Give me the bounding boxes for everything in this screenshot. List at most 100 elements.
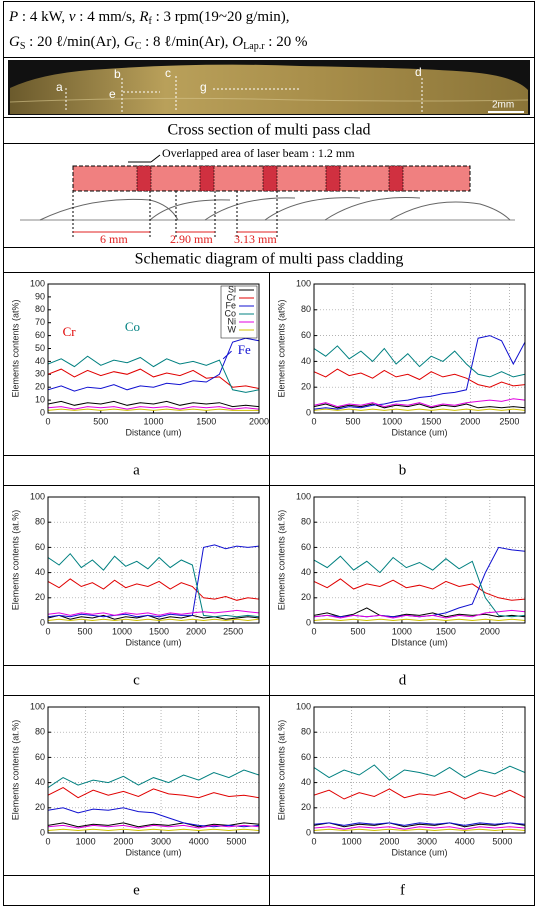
series-line xyxy=(314,403,525,409)
series-line xyxy=(48,614,259,620)
y-tick-label: 100 xyxy=(296,701,311,711)
y-tick-label: 60 xyxy=(301,330,311,340)
x-tick-label: 2000 xyxy=(186,626,206,636)
y-axis-label: Elements contents (at%) xyxy=(10,299,20,397)
x-tick-label: 2000 xyxy=(460,416,480,426)
y-tick-label: 50 xyxy=(35,343,45,353)
x-tick-label: 0 xyxy=(311,836,316,846)
series-line xyxy=(48,824,259,829)
x-tick-label: 500 xyxy=(350,626,365,636)
dim-label: 6 mm xyxy=(100,232,128,246)
y-tick-label: 80 xyxy=(35,304,45,314)
subscript: C xyxy=(135,41,142,52)
y-tick-label: 80 xyxy=(301,304,311,314)
series-line xyxy=(314,607,525,618)
series-line xyxy=(48,544,259,618)
x-tick-label: 1500 xyxy=(149,626,169,636)
series-line xyxy=(48,578,259,601)
y-tick-label: 100 xyxy=(296,491,311,501)
x-tick-label: 1500 xyxy=(436,626,456,636)
y-axis-label: Elements contents (at.%) xyxy=(10,510,20,611)
series-line xyxy=(314,335,525,410)
series-line xyxy=(314,609,525,619)
x-tick-label: 1000 xyxy=(392,626,412,636)
series-line xyxy=(48,400,259,408)
y-tick-label: 10 xyxy=(35,394,45,404)
series-line xyxy=(314,555,525,618)
text: : 20 ℓ/min(Ar), xyxy=(25,34,123,50)
y-tick-label: 0 xyxy=(306,407,311,417)
annotation: Cr xyxy=(63,324,77,339)
x-axis-label: Distance (um) xyxy=(125,847,181,857)
series-line xyxy=(314,408,525,411)
header-line-1: P : 4 kW, v : 4 mm/s, Rf : 3 rpm(19~20 g… xyxy=(8,9,290,27)
annotation-arrow xyxy=(222,350,232,360)
y-tick-label: 100 xyxy=(30,278,45,288)
x-tick-label: 1500 xyxy=(196,416,216,426)
panel-label: a xyxy=(133,462,140,478)
x-tick-label: 2000 xyxy=(113,836,133,846)
x-tick-label: 1500 xyxy=(421,416,441,426)
x-tick-label: 1000 xyxy=(382,416,402,426)
legend-label: Cr xyxy=(227,292,237,302)
y-tick-label: 60 xyxy=(301,752,311,762)
x-axis-label: Distance (um) xyxy=(125,427,181,437)
series-line xyxy=(48,406,259,410)
y-tick-label: 0 xyxy=(306,617,311,627)
panel-label: b xyxy=(399,462,407,478)
x-tick-label: 0 xyxy=(311,626,316,636)
series-line xyxy=(48,408,259,411)
y-tick-label: 20 xyxy=(35,802,45,812)
series-line xyxy=(314,826,525,830)
y-tick-label: 0 xyxy=(306,827,311,837)
symbol: R xyxy=(138,9,148,25)
text: : 4 kW, xyxy=(18,9,69,25)
subscript: Lap.r xyxy=(243,41,265,52)
y-tick-label: 40 xyxy=(35,777,45,787)
text: : 3 rpm(19~20 g/min), xyxy=(152,9,290,25)
y-tick-label: 0 xyxy=(40,617,45,627)
y-axis-label: Elements contents (at.%) xyxy=(276,510,286,611)
dim-label: 3.13 mm xyxy=(234,232,277,246)
x-tick-label: 1000 xyxy=(76,836,96,846)
plot-frame xyxy=(47,496,260,624)
plot-frame xyxy=(313,283,526,414)
series-line xyxy=(48,822,259,828)
y-axis-label: Elements contents (at.%) xyxy=(276,720,286,821)
legend-label: W xyxy=(228,324,237,334)
x-tick-label: 2500 xyxy=(499,416,519,426)
x-axis-label: Distance (um) xyxy=(125,637,181,647)
x-tick-label: 1000 xyxy=(342,836,362,846)
series-line xyxy=(48,609,259,616)
y-tick-label: 60 xyxy=(35,542,45,552)
y-tick-label: 80 xyxy=(35,517,45,527)
series-line xyxy=(48,618,259,622)
series-line xyxy=(48,769,259,789)
plot-frame xyxy=(47,283,260,414)
x-axis-label: Distance (um) xyxy=(391,847,447,857)
series-line xyxy=(314,764,525,781)
panel-label: c xyxy=(133,672,140,688)
photo-label: a xyxy=(56,80,63,94)
series-line xyxy=(48,355,259,393)
y-tick-label: 90 xyxy=(35,291,45,301)
x-tick-label: 0 xyxy=(45,836,50,846)
y-tick-label: 40 xyxy=(35,356,45,366)
symbol: G xyxy=(9,34,20,50)
symbol: P xyxy=(8,9,18,25)
table-frame xyxy=(3,1,535,906)
text: : 8 ℓ/min(Ar), xyxy=(141,34,232,50)
series-line xyxy=(314,398,525,408)
y-tick-label: 20 xyxy=(301,382,311,392)
x-tick-label: 1000 xyxy=(112,626,132,636)
photo-label: c xyxy=(165,66,171,80)
header-line-2: GS : 20 ℓ/min(Ar), GC : 8 ℓ/min(Ar), OLa… xyxy=(9,34,307,52)
series-line xyxy=(48,368,259,389)
y-tick-label: 100 xyxy=(296,278,311,288)
x-tick-label: 2000 xyxy=(379,836,399,846)
text: : 4 mm/s, xyxy=(76,9,140,25)
y-axis-label: Elements contents (at.%) xyxy=(10,720,20,821)
dim-label: 2.90 mm xyxy=(170,232,213,246)
y-tick-label: 40 xyxy=(301,777,311,787)
